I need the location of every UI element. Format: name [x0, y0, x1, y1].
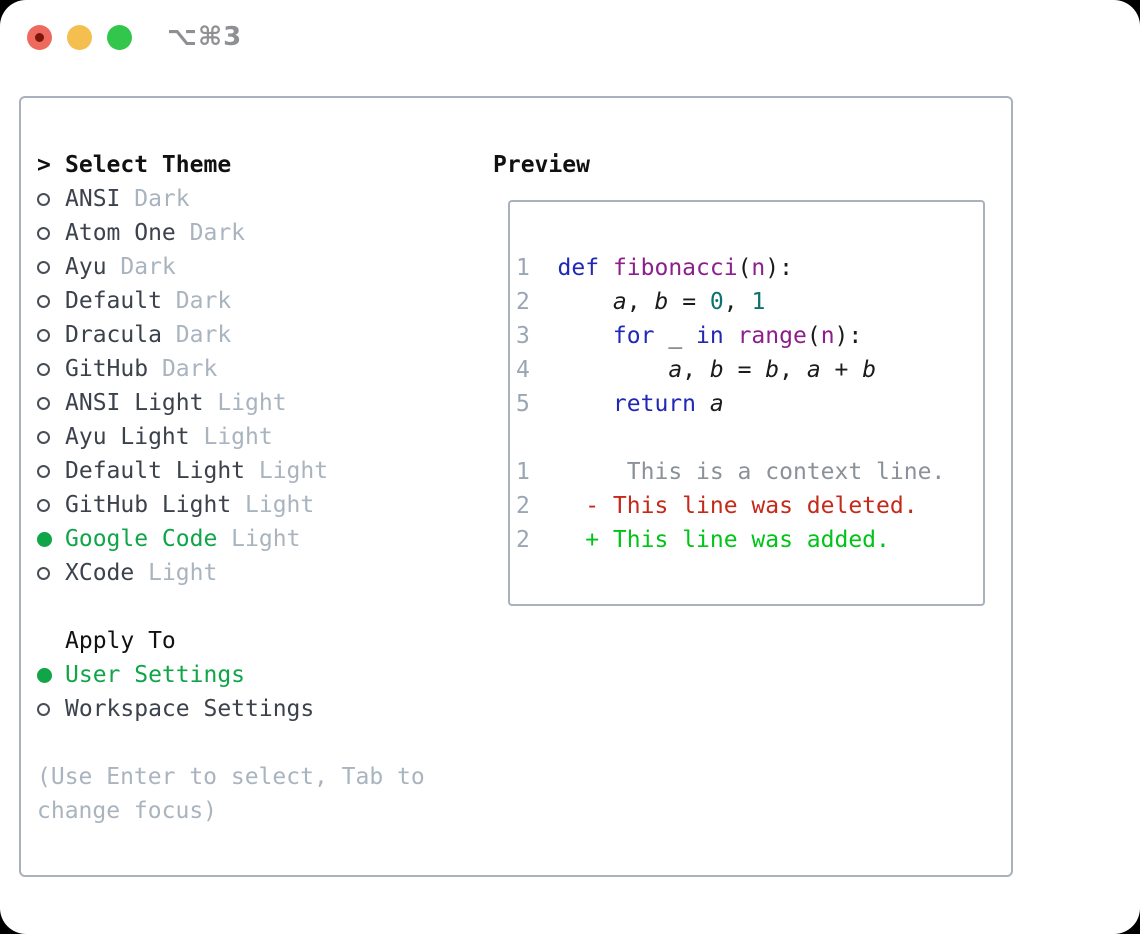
line-number: 5 — [516, 391, 530, 417]
apply-to-label: Apply To — [65, 628, 176, 654]
prompt-icon: > — [37, 152, 51, 178]
theme-selector-panel: > Select Theme ANSI Dark Atom One Dark Ayu… — [19, 96, 1013, 877]
diff-line-added: 2 + This line was added. — [516, 523, 983, 557]
theme-option-github-dark[interactable]: GitHub Dark — [21, 352, 481, 386]
apply-to-options: User Settings Workspace Settings — [21, 658, 481, 726]
code-line: 5 return a — [516, 387, 983, 421]
preview-header: Preview — [493, 152, 590, 178]
titlebar: ⌥⌘3 — [0, 0, 1140, 96]
radio-icon — [37, 192, 50, 206]
theme-variant: Light — [217, 526, 301, 552]
radio-selected-icon — [37, 667, 52, 683]
minimize-button[interactable] — [67, 25, 92, 50]
code-line: 3 for _ in range(n): — [516, 319, 983, 353]
theme-variant: Dark — [161, 322, 232, 348]
radio-icon — [37, 226, 50, 240]
line-number: 2 — [516, 289, 530, 315]
help-text-line-1: (Use Enter to select, Tab to — [37, 764, 425, 790]
theme-variant: Light — [134, 560, 218, 586]
theme-variant: Dark — [106, 254, 176, 280]
line-number: 2 — [516, 527, 530, 553]
code-line: 4 a, b = b, a + b — [516, 353, 983, 387]
theme-name: Default Light — [65, 458, 246, 484]
theme-option-ayu-dark[interactable]: Ayu Dark — [21, 250, 481, 284]
theme-list: > Select Theme ANSI Dark Atom One Dark Ayu… — [21, 148, 481, 828]
apply-option-label: User Settings — [65, 662, 246, 688]
select-theme-header: > Select Theme — [21, 148, 481, 182]
select-theme-label: Select Theme — [65, 152, 232, 178]
radio-icon — [37, 294, 50, 308]
theme-name: GitHub Light — [65, 492, 232, 518]
radio-icon — [37, 362, 50, 376]
radio-icon — [37, 464, 50, 478]
apply-option-label: Workspace Settings — [65, 696, 315, 722]
theme-option-xcode-light[interactable]: XCode Light — [21, 556, 481, 590]
diff-preview: 1 This is a context line. 2 - This line w… — [516, 455, 983, 557]
radio-icon — [37, 430, 50, 444]
code-line: 2 a, b = 0, 1 — [516, 285, 983, 319]
line-number: 3 — [516, 323, 530, 349]
theme-option-default-light-light[interactable]: Default Light Light — [21, 454, 481, 488]
radio-icon — [37, 396, 50, 410]
radio-icon — [37, 260, 50, 274]
theme-option-ansi-light-light[interactable]: ANSI Light Light — [21, 386, 481, 420]
theme-variant: Light — [245, 458, 329, 484]
line-number: 1 — [516, 459, 530, 485]
spacer — [21, 590, 481, 624]
radio-icon — [37, 328, 50, 342]
unsaved-dot-icon — [35, 33, 44, 42]
line-number: 1 — [516, 255, 530, 281]
theme-name: GitHub — [65, 356, 149, 382]
theme-option-atom-one-dark[interactable]: Atom One Dark — [21, 216, 481, 250]
theme-name: XCode — [65, 560, 135, 586]
blank-line — [516, 421, 983, 455]
theme-variant: Dark — [161, 288, 232, 314]
theme-option-github-light-light[interactable]: GitHub Light Light — [21, 488, 481, 522]
theme-variant: Light — [231, 492, 315, 518]
theme-variant: Dark — [175, 220, 246, 246]
theme-variant: Dark — [120, 186, 190, 212]
theme-option-ayu-light-light[interactable]: Ayu Light Light — [21, 420, 481, 454]
theme-option-google-code-light[interactable]: Google Code Light — [21, 522, 481, 556]
diff-line-deleted: 2 - This line was deleted. — [516, 489, 983, 523]
theme-option-dracula-dark[interactable]: Dracula Dark — [21, 318, 481, 352]
line-number: 4 — [516, 357, 530, 383]
diff-line-context: 1 This is a context line. — [516, 455, 983, 489]
radio-icon — [37, 566, 50, 580]
theme-name: ANSI Light — [65, 390, 204, 416]
theme-variant: Light — [203, 390, 287, 416]
theme-name: Ayu — [65, 254, 107, 280]
theme-name: Default — [65, 288, 162, 314]
spacer — [21, 726, 481, 760]
zoom-button[interactable] — [107, 25, 132, 50]
close-button[interactable] — [27, 25, 52, 50]
theme-name: ANSI — [65, 186, 121, 212]
theme-variant: Light — [189, 424, 273, 450]
theme-name: Dracula — [65, 322, 162, 348]
theme-name: Atom One — [65, 220, 176, 246]
theme-option-default-dark[interactable]: Default Dark — [21, 284, 481, 318]
radio-icon — [37, 702, 50, 716]
radio-icon — [37, 498, 50, 512]
radio-selected-icon — [37, 531, 52, 547]
apply-option-user-settings[interactable]: User Settings — [21, 658, 481, 692]
help-text-line-2: change focus) — [37, 798, 218, 824]
theme-variant: Dark — [148, 356, 218, 382]
apply-to-header: Apply To — [21, 624, 481, 658]
code-line: 1 def fibonacci(n): — [516, 251, 983, 285]
theme-option-ansi-dark[interactable]: ANSI Dark — [21, 182, 481, 216]
theme-options: ANSI Dark Atom One Dark Ayu Dark Default Da… — [21, 182, 481, 590]
line-number: 2 — [516, 493, 530, 519]
apply-option-workspace-settings[interactable]: Workspace Settings — [21, 692, 481, 726]
theme-name: Google Code — [65, 526, 218, 552]
window-title: ⌥⌘3 — [167, 22, 243, 52]
theme-name: Ayu Light — [65, 424, 190, 450]
